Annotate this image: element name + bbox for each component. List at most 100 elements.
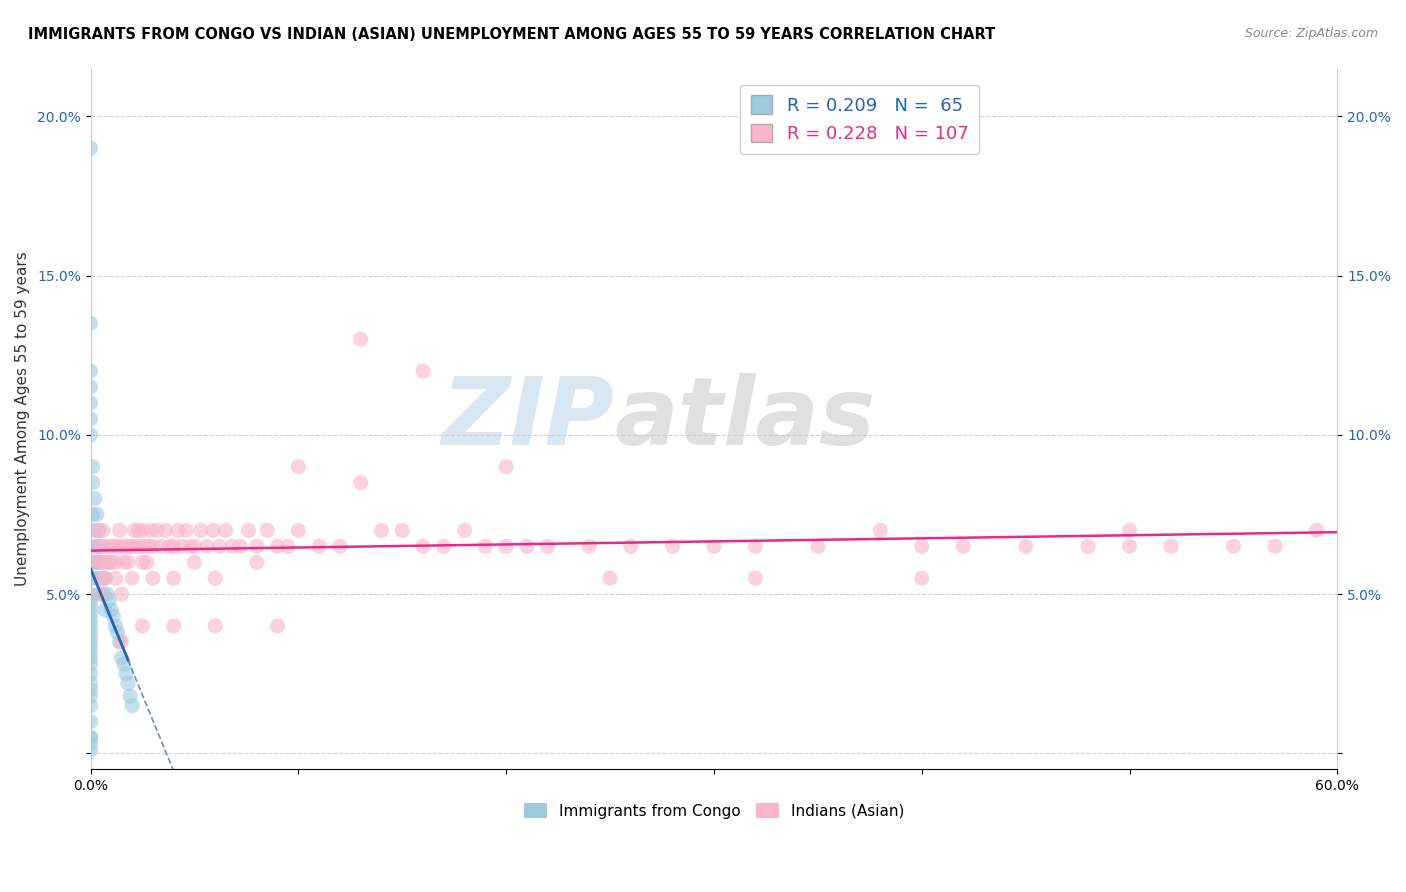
Point <box>79 731 101 745</box>
Point <box>170 539 193 553</box>
Point <box>412 364 434 378</box>
Point <box>104 571 127 585</box>
Point <box>146 524 169 538</box>
Point <box>79 587 101 601</box>
Point <box>121 571 143 585</box>
Point <box>86 555 108 569</box>
Point <box>911 571 934 585</box>
Point <box>1222 539 1244 553</box>
Point <box>163 571 186 585</box>
Point <box>91 555 114 569</box>
Point <box>139 524 162 538</box>
Point <box>94 571 117 585</box>
Point <box>453 524 475 538</box>
Point <box>433 539 456 553</box>
Point <box>79 317 101 331</box>
Point <box>537 539 560 553</box>
Point <box>1118 524 1140 538</box>
Point <box>86 555 108 569</box>
Point <box>87 524 110 538</box>
Point <box>82 459 104 474</box>
Point <box>96 555 118 569</box>
Point <box>1015 539 1038 553</box>
Point <box>208 539 231 553</box>
Point <box>183 539 205 553</box>
Point <box>190 524 212 538</box>
Text: IMMIGRANTS FROM CONGO VS INDIAN (ASIAN) UNEMPLOYMENT AMONG AGES 55 TO 59 YEARS C: IMMIGRANTS FROM CONGO VS INDIAN (ASIAN) … <box>28 27 995 42</box>
Point <box>79 650 101 665</box>
Point <box>163 619 186 633</box>
Point <box>79 666 101 681</box>
Point <box>87 587 110 601</box>
Point <box>104 555 127 569</box>
Point <box>82 539 104 553</box>
Point <box>79 737 101 751</box>
Point <box>266 539 288 553</box>
Point <box>122 524 145 538</box>
Point <box>204 619 226 633</box>
Point <box>807 539 830 553</box>
Point <box>79 571 101 585</box>
Point <box>98 593 121 607</box>
Point <box>495 459 517 474</box>
Point <box>138 539 160 553</box>
Point <box>79 657 101 672</box>
Point <box>125 539 148 553</box>
Point <box>82 508 104 522</box>
Point <box>1077 539 1099 553</box>
Point <box>952 539 974 553</box>
Point <box>79 676 101 690</box>
Point <box>79 632 101 646</box>
Point <box>135 555 157 569</box>
Point <box>117 676 139 690</box>
Point <box>131 555 153 569</box>
Point <box>86 524 108 538</box>
Point <box>79 689 101 703</box>
Legend: Immigrants from Congo, Indians (Asian): Immigrants from Congo, Indians (Asian) <box>517 797 911 825</box>
Point <box>94 539 117 553</box>
Point <box>86 508 108 522</box>
Point <box>127 524 149 538</box>
Point <box>79 619 101 633</box>
Point <box>495 539 517 553</box>
Point <box>118 689 141 703</box>
Point <box>79 743 101 757</box>
Point <box>911 539 934 553</box>
Point <box>87 539 110 553</box>
Point <box>90 571 112 585</box>
Point <box>86 539 108 553</box>
Point <box>287 459 309 474</box>
Point <box>100 555 122 569</box>
Point <box>350 475 373 490</box>
Point <box>100 603 122 617</box>
Text: ZIP: ZIP <box>441 373 614 465</box>
Point <box>79 396 101 410</box>
Point <box>79 731 101 745</box>
Point <box>108 524 131 538</box>
Point <box>214 524 236 538</box>
Point <box>79 714 101 729</box>
Point <box>91 524 114 538</box>
Point <box>350 332 373 346</box>
Point <box>79 613 101 627</box>
Point <box>246 555 269 569</box>
Point <box>98 539 121 553</box>
Point <box>287 524 309 538</box>
Point <box>183 555 205 569</box>
Point <box>179 539 201 553</box>
Point <box>129 539 152 553</box>
Point <box>79 593 101 607</box>
Point <box>744 571 766 585</box>
Point <box>79 638 101 652</box>
Point <box>83 524 105 538</box>
Point <box>79 625 101 640</box>
Point <box>412 539 434 553</box>
Point <box>115 539 138 553</box>
Point <box>79 698 101 713</box>
Point <box>104 619 127 633</box>
Point <box>155 524 177 538</box>
Point <box>79 606 101 620</box>
Point <box>474 539 496 553</box>
Point <box>79 427 101 442</box>
Point <box>1118 539 1140 553</box>
